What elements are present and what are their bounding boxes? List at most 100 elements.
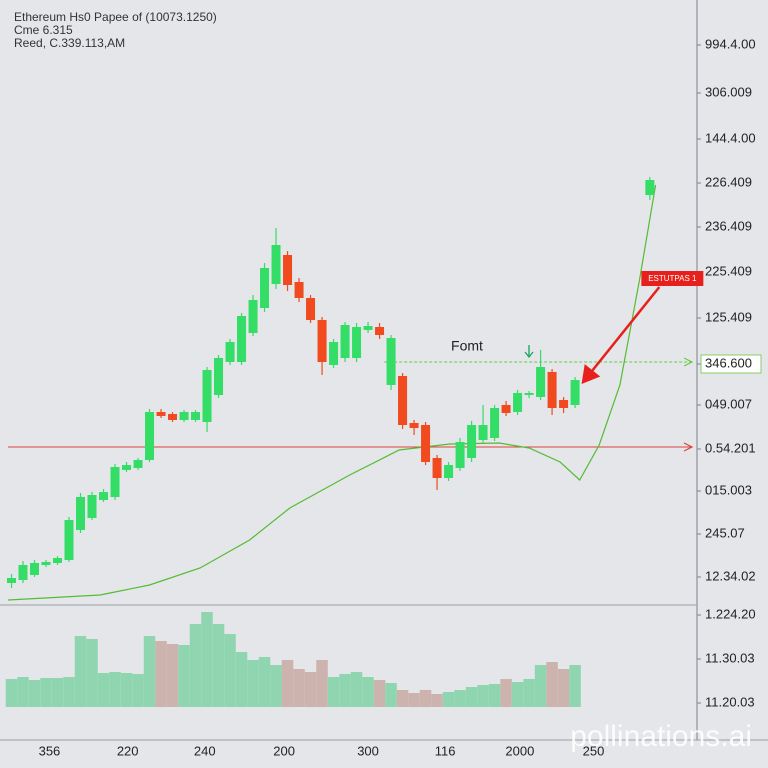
candle-body [294,282,304,298]
volume-bar [201,612,213,707]
candle-body [645,180,655,195]
volume-bar [155,641,167,707]
candle-body [110,467,120,497]
y-tick-label: 11.20.03 [705,694,755,709]
volume-bar [316,660,328,707]
y-tick-label: 346.600 [705,355,752,370]
x-tick-label: 2000 [505,743,534,758]
candle-body [306,298,316,320]
y-tick-label: 1.224.20 [705,606,756,621]
volume-bar [258,657,271,707]
volume-bar [442,692,455,707]
volume-bar [465,687,478,707]
candle-body [248,300,258,333]
x-tick-label: 300 [357,743,379,758]
candle-body [191,412,201,420]
annotation: Fomt [451,338,483,354]
volume-bar [339,674,351,707]
volume-bar [86,639,98,707]
candle-body [375,327,385,335]
candle-body [7,578,17,583]
candle-body [478,425,488,440]
candle-body [352,327,362,358]
x-tick-label: 240 [194,743,216,758]
candle-body [99,492,109,500]
x-tick-label: 220 [117,743,139,758]
y-tick-label: 049.007 [705,396,752,411]
volume-bar [419,690,432,707]
tick-highlight [700,354,762,374]
y-tick-label: 144.4.00 [705,130,756,145]
annotation-box [641,271,704,286]
x-tick-label: 356 [39,743,61,758]
volume-bar [546,662,558,707]
candle-body [271,245,281,284]
candle-body [76,497,86,530]
volume-bar [396,690,409,707]
candle-body [283,255,293,285]
x-tick-label: 250 [583,743,605,758]
candle-body [547,372,557,408]
candle-body [64,520,74,560]
candle-body [559,400,569,408]
x-tick-label: 200 [273,743,295,758]
candle-body [237,316,247,362]
annotation: ESTUTPAS 1 [648,274,697,283]
volume-bar [477,685,489,707]
volume-bar [534,665,547,707]
volume-bar [143,636,156,707]
volume-bar [373,680,386,707]
volume-bar [454,690,466,707]
chart-title: Ethereum Hs0 Papee of (10073.1250) [14,10,217,24]
volume-bar [97,673,110,707]
candle-body [53,558,63,563]
volume-bar [189,624,202,707]
candle-body [386,338,396,385]
candle-body [156,412,166,416]
watermark: pollinations.ai [570,720,752,753]
chart-note: Reed, C.339.113,AM [14,36,125,50]
volume-bar [247,660,259,707]
pointer-arrow [524,345,534,359]
candle-body [513,393,523,412]
volume-bar [281,660,294,707]
y-tick-label: 225.409 [705,263,752,278]
candle-body [432,458,442,478]
candle-body [409,423,419,428]
y-tick-label: 994.4.00 [705,36,756,51]
chart-subtitle: Cme 6.315 [14,23,73,37]
y-tick-label: 245.07 [705,525,745,540]
candle-body [398,376,408,425]
volume-bar [488,684,501,707]
volume-bar [557,669,570,707]
candle-body [570,380,580,405]
y-tick-label: 236.409 [705,218,752,233]
volume-bar [408,693,420,707]
volume-bar [132,674,144,707]
volume-bar [327,677,340,707]
candle-body [87,495,97,518]
candle-body [329,342,339,365]
y-tick-label: 12.34.02 [705,568,756,583]
y-tick-label: 11.30.03 [705,650,755,665]
volume-bar [569,665,581,707]
candle-body [501,405,511,413]
candle-body [536,367,546,397]
candle-body [363,326,373,330]
volume-bar [293,669,305,707]
candle-body [202,370,212,422]
volume-bar [431,694,443,707]
volume-bar [63,677,75,707]
candle-body [214,358,224,395]
candle-body [490,408,500,438]
y-tick-label: 226.409 [705,174,752,189]
candle-body [168,414,178,420]
volume-bar [166,644,179,707]
candle-body [340,325,350,358]
plot: 994.4.00 306.009 144.4.00 226.409 236.409 225… [5,36,762,758]
volume-bar [212,624,225,707]
x-tick-label: 116 [435,743,456,758]
